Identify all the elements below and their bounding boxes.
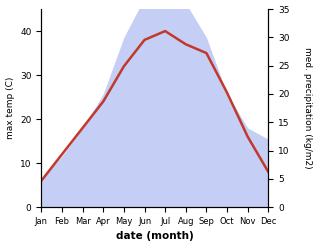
Y-axis label: med. precipitation (kg/m2): med. precipitation (kg/m2) bbox=[303, 47, 313, 169]
Y-axis label: max temp (C): max temp (C) bbox=[5, 77, 15, 139]
X-axis label: date (month): date (month) bbox=[116, 231, 194, 242]
